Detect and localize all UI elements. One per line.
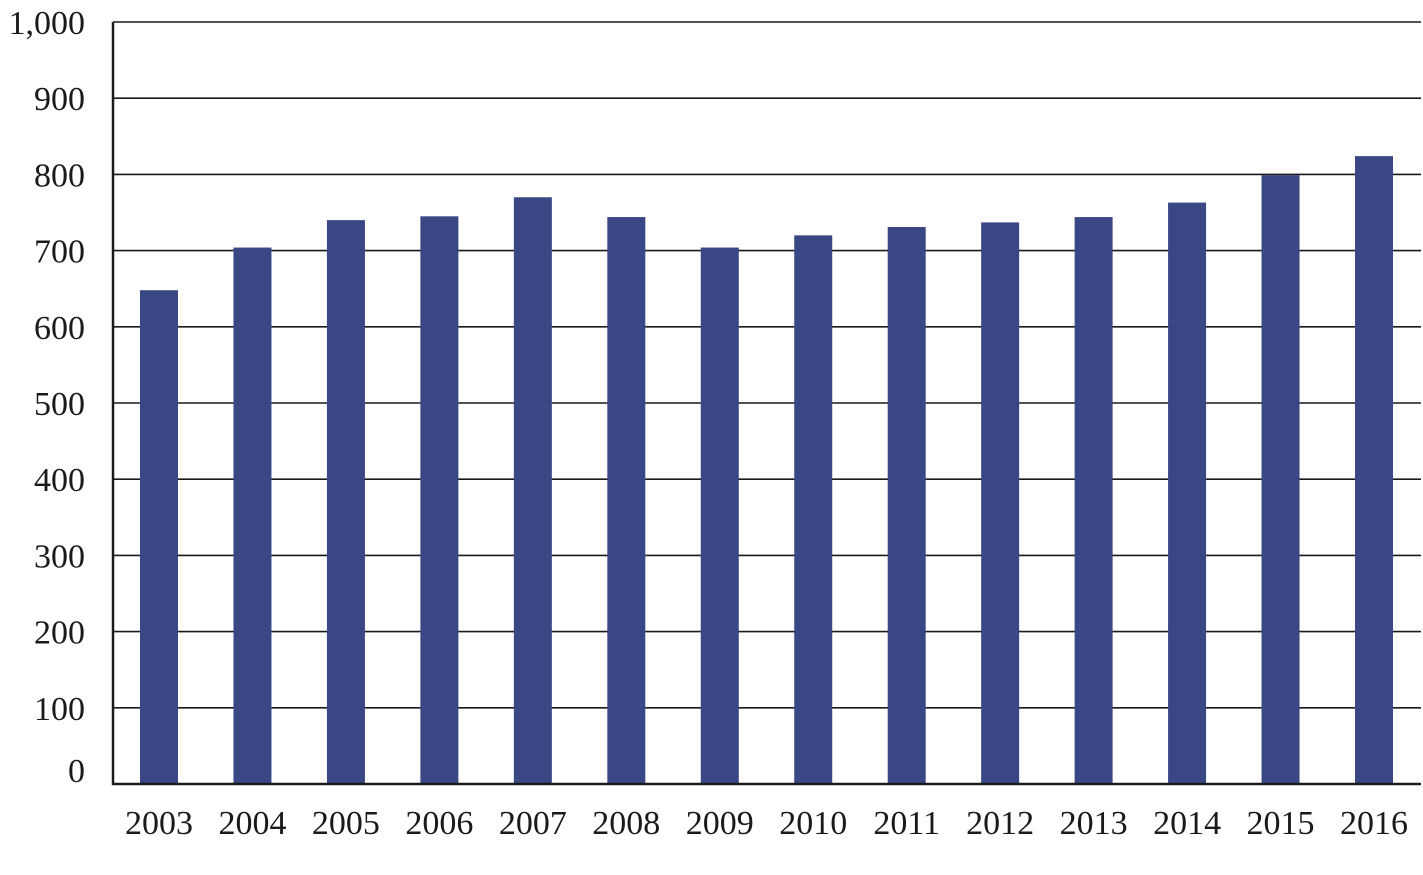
y-tick-label: 800 bbox=[34, 157, 85, 194]
bar-2011 bbox=[887, 226, 926, 784]
y-tick-label: 0 bbox=[68, 753, 85, 790]
x-tick-label: 2014 bbox=[1153, 805, 1221, 842]
bar-2003 bbox=[140, 290, 178, 784]
x-tick-label: 2008 bbox=[592, 805, 660, 842]
x-tick-label: 2013 bbox=[1060, 805, 1128, 842]
y-tick-label: 500 bbox=[34, 386, 85, 423]
y-tick-label: 300 bbox=[34, 538, 85, 575]
bar-2015 bbox=[1261, 175, 1300, 785]
bar-2005 bbox=[326, 220, 365, 784]
bar-2016 bbox=[1355, 156, 1393, 784]
x-tick-label: 2015 bbox=[1247, 805, 1315, 842]
x-tick-label: 2003 bbox=[125, 805, 193, 842]
x-tick-label: 2005 bbox=[312, 805, 380, 842]
y-tick-label: 400 bbox=[34, 462, 85, 499]
bar-2012 bbox=[981, 222, 1020, 784]
bar-2006 bbox=[420, 216, 459, 784]
y-tick-label: 700 bbox=[34, 234, 85, 271]
y-tick-labels: 0 100 200 300 400 500 600 700 800 900 1,000 bbox=[9, 5, 86, 790]
bar-2007 bbox=[513, 197, 552, 784]
x-tick-label: 2012 bbox=[966, 805, 1034, 842]
x-tick-label: 2011 bbox=[873, 805, 940, 842]
x-tick-labels: 2003 2004 2005 2006 2007 2008 2009 2010 2011 2012… bbox=[125, 805, 1408, 842]
bar-2004 bbox=[233, 247, 272, 784]
bar-2008 bbox=[607, 217, 646, 784]
y-tick-label: 100 bbox=[34, 691, 85, 728]
bars bbox=[140, 156, 1393, 785]
x-tick-label: 2009 bbox=[686, 805, 754, 842]
x-tick-label: 2010 bbox=[779, 805, 847, 842]
y-tick-label: 900 bbox=[34, 81, 85, 118]
y-tick-label: 600 bbox=[34, 310, 85, 347]
x-tick-label: 2016 bbox=[1340, 805, 1408, 842]
bar-2009 bbox=[700, 247, 739, 784]
y-tick-label: 1,000 bbox=[9, 5, 86, 42]
gridlines bbox=[113, 21, 1421, 709]
x-tick-label: 2007 bbox=[499, 805, 567, 842]
axes bbox=[111, 22, 1421, 786]
x-tick-label: 2006 bbox=[405, 805, 473, 842]
x-tick-label: 2004 bbox=[218, 805, 286, 842]
bar-2010 bbox=[794, 235, 833, 785]
bar-2013 bbox=[1074, 217, 1113, 784]
y-tick-label: 200 bbox=[34, 615, 85, 652]
bar-2014 bbox=[1168, 202, 1207, 784]
